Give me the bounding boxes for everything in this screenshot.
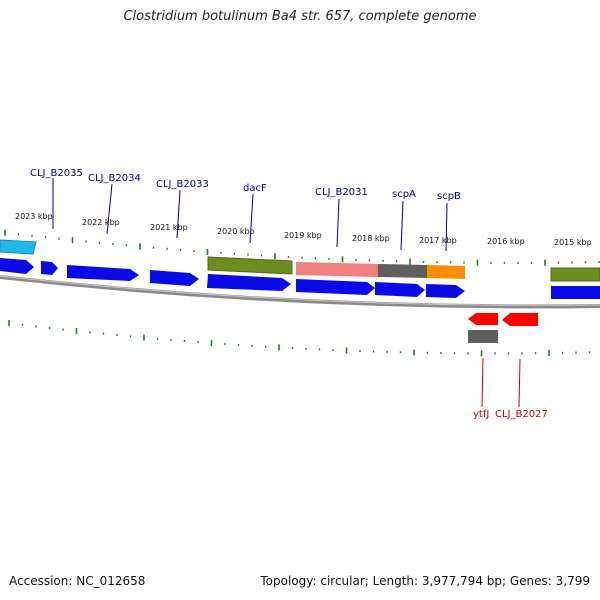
cds-arrow-reverse[interactable] — [468, 313, 498, 325]
feature-bar-olive[interactable] — [550, 267, 600, 282]
feature-bar-grey[interactable] — [378, 264, 427, 278]
cds-arrow[interactable] — [0, 258, 34, 274]
feature-bar-cyan[interactable] — [0, 239, 37, 255]
kbp-label: 2020 kbp — [217, 227, 255, 236]
gene-label[interactable]: scpA — [392, 189, 416, 200]
feature-bar-pink[interactable] — [296, 262, 378, 277]
kbp-label: 2019 kbp — [284, 231, 322, 240]
kbp-label: 2022 kbp — [82, 218, 120, 227]
kbp-label: 2018 kbp — [352, 234, 390, 243]
gene-label[interactable]: dacF — [243, 183, 267, 194]
outer-tick-track — [4, 229, 600, 266]
gene-label[interactable]: CLJ_B2035 — [30, 168, 83, 179]
inner-tick-track — [8, 320, 591, 357]
genome-backbone — [0, 275, 600, 309]
gene-label[interactable]: CLJ_B2027 — [495, 409, 548, 420]
feature-track — [0, 239, 600, 343]
cds-arrow[interactable] — [296, 279, 375, 295]
feature-bar-grey[interactable] — [468, 330, 498, 343]
gene-label[interactable]: CLJ_B2034 — [88, 173, 141, 184]
cds-arrow[interactable] — [375, 282, 425, 297]
cds-reverse-track — [468, 313, 538, 326]
map-title: Clostridium botulinum Ba4 str. 657, comp… — [123, 9, 477, 24]
kbp-label: 2017 kbp — [419, 236, 457, 245]
cds-arrow[interactable] — [426, 284, 465, 298]
accession-text: Accession: NC_012658 — [9, 574, 146, 588]
genome-summary-text: Topology: circular; Length: 3,977,794 bp… — [260, 574, 590, 588]
kbp-label: 2023 kbp — [15, 212, 53, 221]
kbp-label: 2016 kbp — [487, 237, 525, 246]
cds-arrow[interactable] — [150, 270, 199, 286]
cds-arrow[interactable] — [551, 286, 600, 299]
gene-label[interactable]: CLJ_B2031 — [315, 187, 368, 198]
gene-labels-top: CLJ_B2035 CLJ_B2034 CLJ_B2033 dacF CLJ_B… — [30, 168, 461, 252]
cds-arrow[interactable] — [67, 265, 139, 281]
cds-forward-track — [0, 258, 600, 299]
gene-label[interactable]: ytfJ — [473, 409, 489, 420]
kbp-label: 2021 kbp — [150, 223, 188, 232]
gene-label[interactable]: scpB — [437, 191, 461, 202]
gene-labels-bottom: ytfJ CLJ_B2027 — [473, 357, 548, 420]
cds-arrow-reverse[interactable] — [502, 313, 538, 326]
feature-bar-orange[interactable] — [427, 265, 465, 279]
gene-label[interactable]: CLJ_B2033 — [156, 179, 209, 190]
kbp-labels: 2023 kbp 2022 kbp 2021 kbp 2020 kbp 2019… — [15, 212, 592, 247]
genome-backbone-highlight — [0, 275, 600, 306]
kbp-label: 2015 kbp — [554, 238, 592, 247]
feature-bar-olive[interactable] — [207, 256, 293, 275]
cds-arrow[interactable] — [207, 274, 291, 291]
cds-arrow[interactable] — [41, 261, 58, 275]
